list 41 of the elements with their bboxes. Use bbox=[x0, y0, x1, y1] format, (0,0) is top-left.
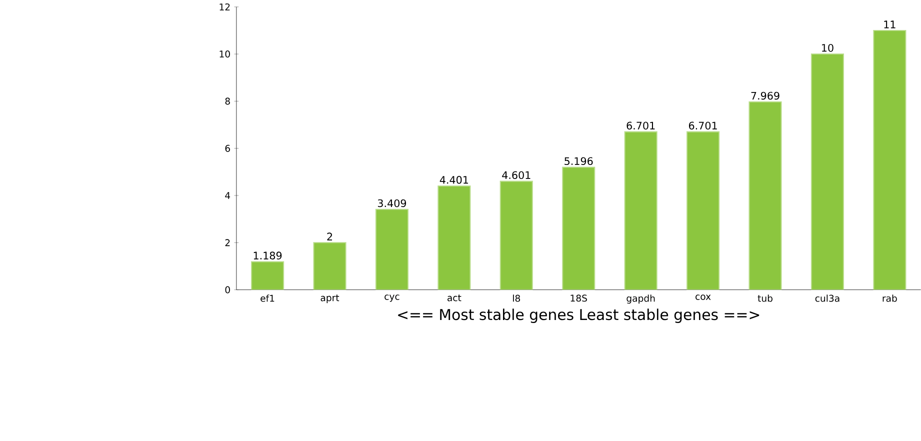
x-tick-label: tub bbox=[758, 294, 772, 302]
y-tick-label: 6 bbox=[225, 144, 230, 152]
bar bbox=[250, 261, 284, 290]
data-label: 2 bbox=[327, 232, 332, 241]
x-tick-label: cul3a bbox=[815, 294, 840, 302]
data-label: 5.196 bbox=[564, 157, 593, 166]
bar bbox=[748, 102, 782, 290]
data-label: 4.401 bbox=[440, 176, 468, 184]
x-tick-label: gapdh bbox=[626, 294, 655, 304]
x-tick-label: 18S bbox=[570, 294, 587, 302]
data-label: 1.189 bbox=[254, 252, 282, 260]
x-tick-label: l8 bbox=[513, 294, 520, 302]
x-tick-label: aprt bbox=[320, 294, 340, 304]
bar bbox=[375, 209, 408, 290]
y-tick-label: 0 bbox=[225, 286, 230, 294]
bar bbox=[313, 242, 346, 290]
bar bbox=[686, 131, 720, 290]
y-tick-label: 12 bbox=[220, 4, 230, 11]
data-label: 3.409 bbox=[378, 199, 406, 208]
y-tick-label: 2 bbox=[225, 239, 230, 246]
bar bbox=[438, 186, 471, 290]
bar bbox=[562, 166, 596, 290]
data-label: 7.969 bbox=[751, 92, 780, 100]
data-label: 6.701 bbox=[688, 122, 717, 130]
x-tick-label: cyc bbox=[384, 294, 400, 302]
bar bbox=[873, 30, 906, 290]
x-tick-label: cox bbox=[696, 294, 711, 300]
data-label: 11 bbox=[884, 20, 896, 28]
x-tick-label: rab bbox=[882, 294, 897, 302]
data-label: 10 bbox=[822, 44, 834, 52]
y-tick-label: 4 bbox=[225, 192, 230, 200]
x-tick-label: act bbox=[448, 294, 462, 302]
bar bbox=[624, 131, 658, 290]
y-tick-label: 10 bbox=[220, 50, 230, 58]
bar bbox=[500, 180, 533, 290]
x-tick-label: ef1 bbox=[260, 294, 274, 302]
data-label: 4.601 bbox=[502, 171, 530, 180]
x-axis-title: <== Most stable genes Least stable genes ==> bbox=[398, 308, 760, 324]
y-tick-label: 8 bbox=[225, 98, 230, 105]
bar bbox=[810, 54, 844, 290]
data-label: 6.701 bbox=[626, 122, 655, 130]
